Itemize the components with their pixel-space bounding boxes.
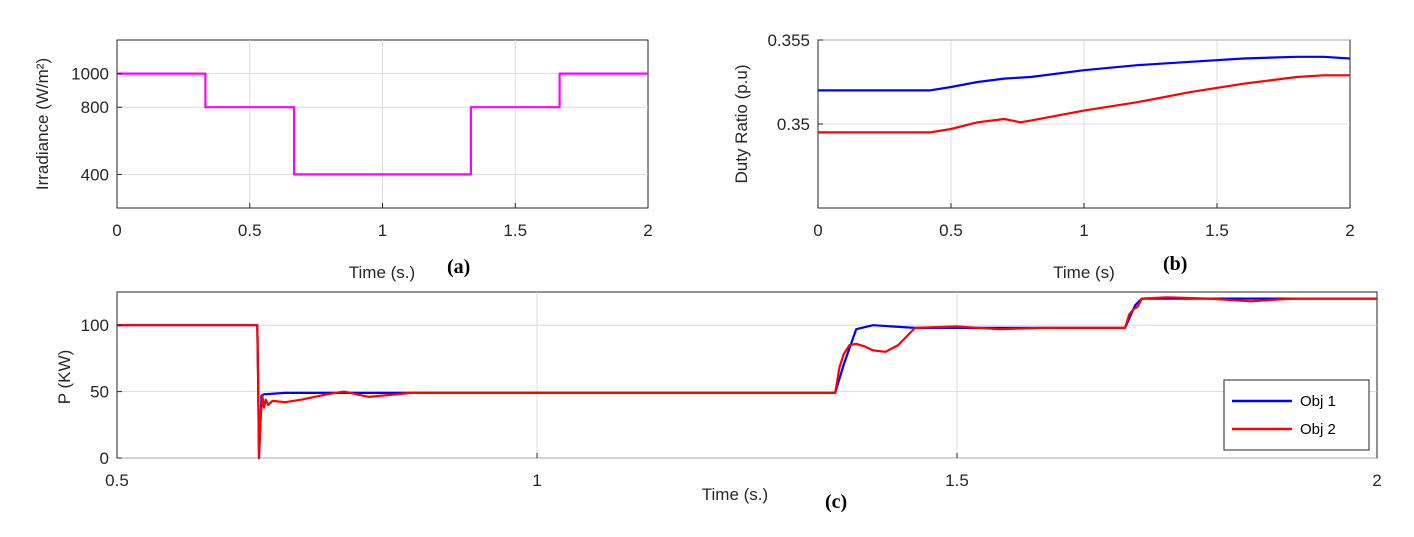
series-line-obj-2-c <box>117 296 1377 460</box>
x-tick-label: 1.5 <box>503 221 527 240</box>
series-line-obj-2-b <box>818 74 1350 134</box>
ticks-b: 0 0.5 1 1.5 2 0.35 0.355 <box>767 31 1354 240</box>
y-tick-label: 1000 <box>71 65 109 84</box>
y-tick-label: 50 <box>90 383 109 402</box>
x-tick-label: 1 <box>1079 221 1088 240</box>
x-tick-label: 0 <box>813 221 822 240</box>
legend-box <box>1223 379 1370 451</box>
y-axis-label-b: Duty Ratio (p.u) <box>732 64 751 183</box>
gridlines-c <box>117 292 1377 459</box>
x-tick-label: 0 <box>112 221 121 240</box>
legend-c: Obj 1 Obj 2 <box>1223 379 1370 451</box>
chart-panel-a: 0 0.5 1 1.5 2 400 800 1000 Time (s.) Irradiance… <box>33 39 653 282</box>
gridlines-b <box>818 39 1350 208</box>
x-axis-label-a: Time (s.) <box>349 263 415 282</box>
x-axis-label-b: Time (s) <box>1053 263 1115 282</box>
chart-panel-c: 0.5 1 1.5 2 0 50 100 Time (s.) P (KW) (c) Obj … <box>55 291 1382 513</box>
x-axis-label-c: Time (s.) <box>702 485 768 504</box>
x-tick-label: 2 <box>1372 471 1381 490</box>
x-tick-label: 0.5 <box>939 221 963 240</box>
x-tick-label: 2 <box>643 221 652 240</box>
x-tick-label: 1.5 <box>945 471 969 490</box>
ticks-c: 0.5 1 1.5 2 0 50 100 <box>81 316 1382 490</box>
y-tick-label: 800 <box>81 98 109 117</box>
y-tick-label: 100 <box>81 316 109 335</box>
series-group-b <box>818 55 1351 134</box>
y-tick-label: 0 <box>100 449 109 468</box>
chart-panel-b: 0 0.5 1 1.5 2 0.35 0.355 Time (s) Duty Ratio (… <box>732 31 1355 282</box>
x-tick-label: 0.5 <box>238 221 262 240</box>
series-group-a <box>117 72 648 176</box>
y-axis-label-a: Irradiance (W/m²) <box>33 58 52 190</box>
series-line-irradiance-a <box>117 72 648 176</box>
x-tick-label: 1.5 <box>1205 221 1229 240</box>
panel-label-a: (a) <box>447 256 470 278</box>
panel-label-b: (b) <box>1163 253 1187 275</box>
series-group-c <box>117 296 1377 460</box>
legend-label-obj-2: Obj 2 <box>1300 421 1336 438</box>
plot-area-c <box>116 291 1378 459</box>
y-tick-label: 0.35 <box>777 115 810 134</box>
ticks-a: 0 0.5 1 1.5 2 400 800 1000 <box>71 65 653 240</box>
legend-label-obj-1: Obj 1 <box>1300 393 1336 410</box>
y-tick-label: 0.355 <box>767 31 810 50</box>
y-axis-label-c: P (KW) <box>55 350 74 404</box>
y-tick-label: 400 <box>81 165 109 184</box>
x-tick-label: 1 <box>532 471 541 490</box>
x-tick-label: 2 <box>1345 221 1354 240</box>
x-tick-label: 0.5 <box>105 471 129 490</box>
panel-label-c: (c) <box>825 491 847 513</box>
x-tick-label: 1 <box>378 221 387 240</box>
series-line-obj-1-b <box>818 55 1351 92</box>
